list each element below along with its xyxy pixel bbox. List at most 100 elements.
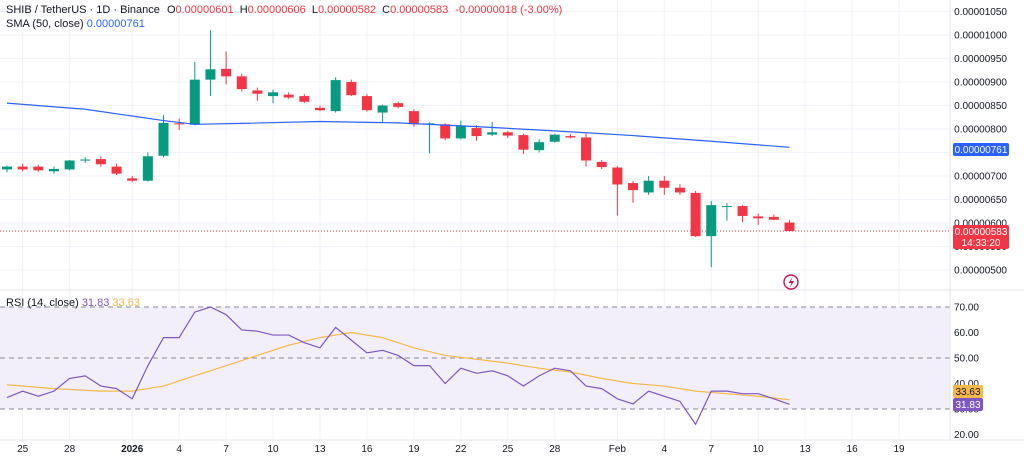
candle: [95, 156, 106, 167]
candle-body: [393, 103, 404, 107]
candle: [236, 73, 247, 92]
candle-body: [158, 122, 169, 156]
time-tick-label: 16: [847, 444, 859, 455]
candle: [330, 77, 341, 113]
candle: [596, 160, 607, 169]
candle: [33, 164, 44, 172]
time-tick-label: 19: [408, 444, 420, 455]
rsi-line: [6, 306, 790, 426]
candle: [158, 114, 169, 158]
candle-body: [659, 180, 670, 188]
candle-body: [95, 159, 106, 165]
close-value: 0.00000583: [390, 4, 449, 16]
candle: [64, 160, 75, 171]
rsi-legend[interactable]: RSI (14, close) 31.83 33.63: [6, 297, 140, 309]
sma-label[interactable]: SMA (50, close): [6, 18, 84, 30]
rsi-band-fill: [0, 307, 950, 409]
candle: [346, 79, 357, 97]
price-tick-label: 0.00001000: [954, 31, 1007, 42]
candle-body: [346, 82, 357, 96]
candle-body: [48, 168, 59, 172]
time-tick-label: 13: [314, 444, 326, 455]
price-tick-label: 0.00000800: [954, 125, 1007, 136]
candle: [2, 165, 12, 173]
time-tick-label: 10: [267, 444, 279, 455]
time-tick-label: 7: [708, 444, 714, 455]
candle-body: [189, 79, 200, 125]
price-badge-text: 0.00000583: [955, 227, 1008, 238]
candle: [315, 105, 325, 112]
candle-body: [33, 166, 44, 171]
rsi-band: [0, 306, 950, 410]
candle: [455, 120, 466, 140]
price-tick-label: 0.00001050: [954, 7, 1007, 18]
rsi-ma-badge-text: 33.63: [955, 387, 980, 398]
candle: [534, 139, 545, 153]
candle: [174, 118, 185, 130]
candle-body: [17, 166, 28, 170]
candle: [127, 176, 138, 183]
rsi-pane[interactable]: [6, 306, 790, 426]
candle: [189, 61, 200, 126]
time-tick-label: 10: [753, 444, 765, 455]
candle-body: [628, 183, 638, 191]
candle: [221, 51, 232, 85]
candle: [299, 94, 310, 104]
candle-body: [518, 135, 529, 150]
candle: [142, 152, 153, 182]
candle-body: [502, 132, 513, 136]
candle: [17, 163, 28, 172]
candle-body: [315, 107, 325, 111]
price-tick-label: 0.00000500: [954, 266, 1007, 277]
time-tick-label: 4: [662, 444, 668, 455]
candle-body: [221, 68, 232, 77]
price-tick-label: 0.00000600: [954, 219, 1007, 230]
sma-badge-bg: [953, 143, 1009, 156]
candle-body: [283, 94, 294, 98]
candle-body: [142, 156, 153, 181]
rsi-ma-line: [6, 331, 790, 401]
price-badge-bg: [953, 225, 1009, 249]
candle: [393, 101, 404, 109]
time-tick-label: 4: [176, 444, 182, 455]
time-tick-label: 2026: [121, 444, 144, 455]
sma-value: 0.00000761: [86, 18, 145, 30]
candle: [361, 94, 372, 112]
symbol-label[interactable]: SHIB / TetherUS · 1D · Binance: [6, 4, 160, 16]
candle: [737, 205, 748, 223]
rsi-tick-label: 20.00: [954, 430, 979, 441]
candle-body: [674, 187, 685, 193]
candle: [768, 214, 779, 221]
candle-body: [268, 92, 279, 97]
rsi-label[interactable]: RSI (14, close): [6, 297, 79, 309]
time-tick-label: 28: [549, 444, 561, 455]
candle: [424, 122, 435, 154]
candle: [721, 203, 732, 221]
candle-body: [111, 166, 122, 174]
change-value: -0.00000018 (-3.00%): [455, 4, 563, 16]
candle-body: [2, 166, 12, 170]
candle-body: [706, 205, 717, 237]
low-label: L: [311, 4, 318, 16]
candle: [48, 166, 59, 174]
sma-legend[interactable]: SMA (50, close) 0.00000761: [6, 18, 145, 30]
candle: [487, 121, 498, 137]
time-tick-label: 25: [502, 444, 514, 455]
sma-line: [6, 102, 790, 148]
candle: [502, 130, 513, 138]
rsi-ma-badge-bg: [953, 385, 983, 398]
rsi-tick-label: 50.00: [954, 354, 979, 365]
price-legend[interactable]: SHIB / TetherUS · 1D · Binance O0.000006…: [6, 4, 562, 16]
candle: [440, 123, 451, 141]
price-tick-label: 0.00000650: [954, 195, 1007, 206]
candle: [518, 133, 529, 154]
time-tick-label: 22: [455, 444, 467, 455]
lightning-icon[interactable]: [783, 274, 799, 290]
time-tick-label: Feb: [609, 444, 627, 455]
candle: [565, 134, 576, 139]
price-pane[interactable]: [0, 30, 950, 268]
price-tick-label: 0.00000700: [954, 172, 1007, 183]
open-value: 0.00000601: [175, 4, 234, 16]
